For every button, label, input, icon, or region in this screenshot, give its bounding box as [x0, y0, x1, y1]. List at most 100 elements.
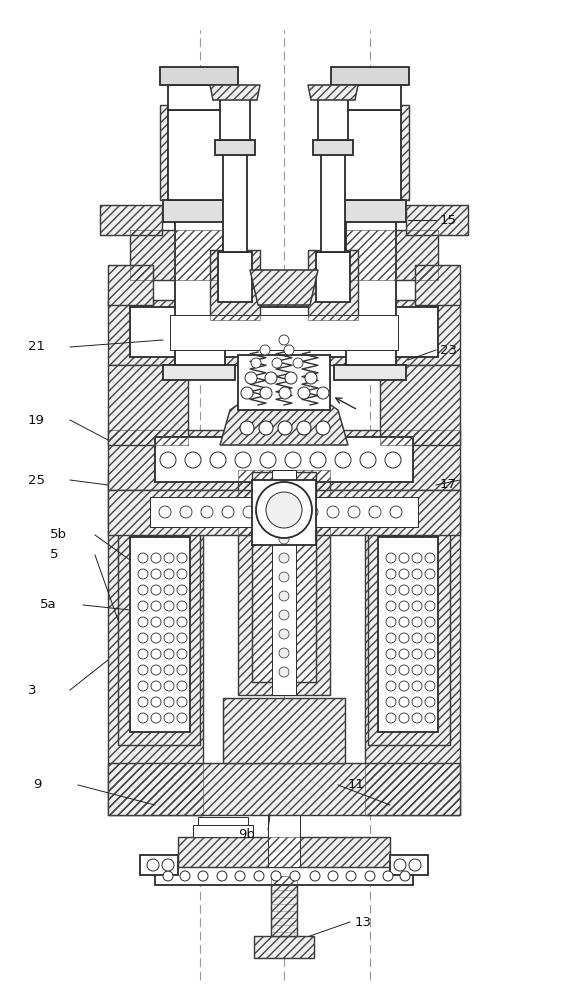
Bar [338, 230, 438, 280]
Circle shape [138, 553, 148, 563]
Circle shape [151, 569, 161, 579]
Bar [415, 265, 460, 305]
Circle shape [260, 387, 272, 399]
Bar [321, 152, 345, 252]
Bar [108, 763, 460, 815]
Circle shape [243, 506, 255, 518]
Circle shape [164, 665, 174, 675]
Circle shape [279, 629, 289, 639]
Circle shape [277, 589, 291, 603]
Circle shape [348, 506, 360, 518]
Circle shape [335, 452, 351, 468]
Bar [210, 250, 260, 320]
Circle shape [425, 569, 435, 579]
Circle shape [425, 601, 435, 611]
Bar [238, 355, 330, 410]
Bar [118, 530, 200, 745]
Circle shape [163, 871, 173, 881]
Circle shape [279, 496, 289, 506]
Text: 5a: 5a [40, 598, 57, 611]
Circle shape [240, 421, 254, 435]
Bar [331, 67, 409, 85]
Circle shape [310, 871, 320, 881]
Circle shape [138, 697, 148, 707]
Bar [368, 530, 450, 745]
Circle shape [279, 515, 289, 525]
Circle shape [177, 601, 187, 611]
Circle shape [316, 421, 330, 435]
Circle shape [164, 585, 174, 595]
Text: 15: 15 [440, 214, 457, 227]
Circle shape [277, 532, 291, 546]
Circle shape [177, 585, 187, 595]
Circle shape [164, 553, 174, 563]
Bar [365, 470, 460, 815]
Circle shape [279, 572, 289, 582]
Circle shape [138, 585, 148, 595]
Circle shape [279, 553, 289, 563]
Bar [334, 365, 406, 380]
Bar [378, 537, 438, 732]
Text: 25: 25 [28, 474, 45, 487]
Circle shape [297, 421, 311, 435]
Circle shape [160, 452, 176, 468]
Bar [220, 95, 250, 140]
Bar [108, 265, 153, 305]
Circle shape [386, 713, 396, 723]
Circle shape [425, 665, 435, 675]
Bar [223, 698, 345, 763]
Circle shape [385, 452, 401, 468]
Circle shape [245, 372, 257, 384]
Circle shape [138, 713, 148, 723]
Circle shape [400, 871, 410, 881]
Bar [316, 252, 350, 302]
Circle shape [383, 871, 393, 881]
Bar [108, 763, 460, 815]
Bar [160, 105, 238, 200]
Circle shape [412, 649, 422, 659]
Bar [193, 825, 253, 837]
Circle shape [185, 452, 201, 468]
Circle shape [399, 697, 409, 707]
Circle shape [254, 871, 264, 881]
Circle shape [177, 697, 187, 707]
Bar [223, 698, 345, 763]
Bar [218, 252, 252, 302]
Bar [339, 110, 401, 200]
Circle shape [251, 358, 261, 368]
Circle shape [264, 506, 276, 518]
Circle shape [177, 649, 187, 659]
Bar [223, 152, 247, 252]
Circle shape [399, 713, 409, 723]
Text: 19: 19 [28, 414, 45, 426]
Circle shape [327, 506, 339, 518]
Circle shape [310, 452, 326, 468]
Circle shape [412, 713, 422, 723]
Circle shape [399, 681, 409, 691]
Text: 23: 23 [440, 344, 457, 357]
Bar [380, 365, 460, 445]
Bar [390, 855, 428, 875]
Bar [271, 876, 297, 936]
Bar [108, 470, 203, 815]
Circle shape [147, 859, 159, 871]
Circle shape [285, 506, 297, 518]
Polygon shape [308, 85, 358, 100]
Circle shape [277, 627, 291, 641]
Circle shape [386, 633, 396, 643]
Circle shape [151, 713, 161, 723]
Circle shape [164, 713, 174, 723]
Bar [175, 220, 225, 365]
Bar [108, 430, 460, 490]
Circle shape [399, 601, 409, 611]
Circle shape [409, 859, 421, 871]
Bar [272, 470, 296, 695]
Bar [254, 936, 314, 958]
Circle shape [272, 358, 282, 368]
Circle shape [305, 372, 317, 384]
Circle shape [177, 569, 187, 579]
Circle shape [151, 649, 161, 659]
Circle shape [278, 421, 292, 435]
Bar [331, 105, 409, 200]
Text: 21: 21 [28, 340, 45, 354]
